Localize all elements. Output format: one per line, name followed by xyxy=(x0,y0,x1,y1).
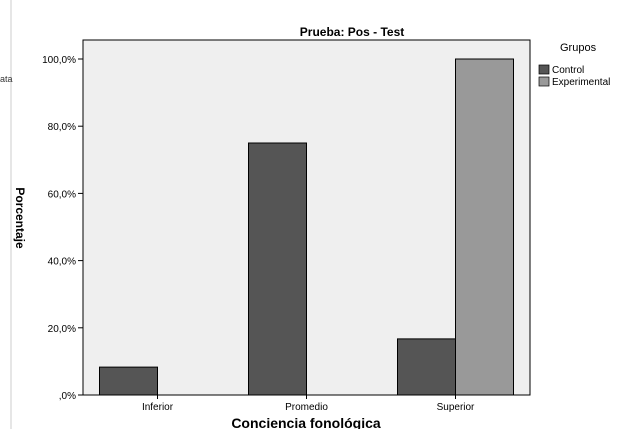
x-axis-title: Conciencia fonológica xyxy=(231,415,381,429)
legend-swatch-control xyxy=(538,64,550,75)
y-tick-label: 100,0% xyxy=(42,55,76,66)
x-axis: Inferior Promedio Superior xyxy=(142,395,475,413)
y-tick-label: 80,0% xyxy=(48,122,76,133)
x-tick-label: Superior xyxy=(437,402,475,413)
x-tick-label: Promedio xyxy=(285,402,328,413)
y-tick-label: 20,0% xyxy=(48,324,76,335)
legend-label-control: Control xyxy=(552,65,584,76)
legend-title: Grupos xyxy=(560,42,597,54)
y-axis-title: Porcentaje xyxy=(13,187,27,249)
cut-off-label: ata xyxy=(0,74,13,84)
bar-experimental-superior xyxy=(455,58,514,396)
bar-control-promedio xyxy=(248,142,307,396)
y-tick-label: ,0% xyxy=(59,391,76,402)
y-tick-label: 40,0% xyxy=(48,257,76,268)
chart-title: Prueba: Pos - Test xyxy=(300,25,404,39)
legend: Grupos Control Experimental xyxy=(538,42,610,88)
bar-control-superior xyxy=(397,338,456,396)
y-tick-label: 60,0% xyxy=(48,189,76,200)
legend-label-experimental: Experimental xyxy=(552,77,610,88)
y-axis: ,0% 20,0% 40,0% 60,0% 80,0% 100,0% xyxy=(42,55,83,402)
bar-control-inferior xyxy=(99,366,158,396)
bars xyxy=(99,58,514,396)
x-tick-label: Inferior xyxy=(142,402,174,413)
legend-swatch-experimental xyxy=(538,76,550,87)
